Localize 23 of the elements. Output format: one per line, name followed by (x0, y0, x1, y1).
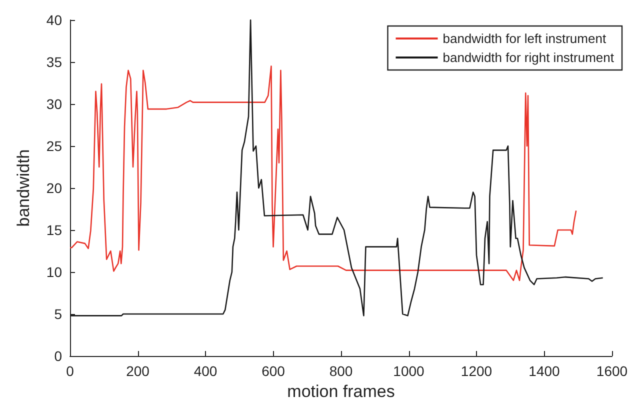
y-tick-label: 20 (46, 180, 62, 196)
x-tick-label: 200 (126, 363, 150, 379)
x-tick-label: 800 (329, 363, 353, 379)
y-tick-label: 25 (46, 138, 62, 154)
y-tick-label: 30 (46, 96, 62, 112)
y-tick-label: 40 (46, 12, 62, 28)
y-tick-label: 15 (46, 222, 62, 238)
x-tick-label: 1000 (393, 363, 425, 379)
legend-label: bandwidth for left instrument (442, 31, 606, 46)
x-tick-label: 600 (262, 363, 286, 379)
line-series (69, 66, 577, 282)
x-axis-title: motion frames (287, 382, 395, 401)
x-tick-label: 1400 (528, 363, 560, 379)
x-tick-label: 0 (66, 363, 74, 379)
legend-label: bandwidth for right instrument (442, 50, 614, 65)
x-tick-label: 400 (194, 363, 218, 379)
y-tick-label: 10 (46, 264, 62, 280)
x-tick-label: 1200 (460, 363, 492, 379)
y-axis-title: bandwidth (14, 149, 33, 227)
y-tick-label: 5 (54, 306, 62, 322)
x-tick-label: 1600 (596, 363, 628, 379)
y-tick-label: 0 (54, 348, 62, 364)
y-tick-label: 35 (46, 54, 62, 70)
